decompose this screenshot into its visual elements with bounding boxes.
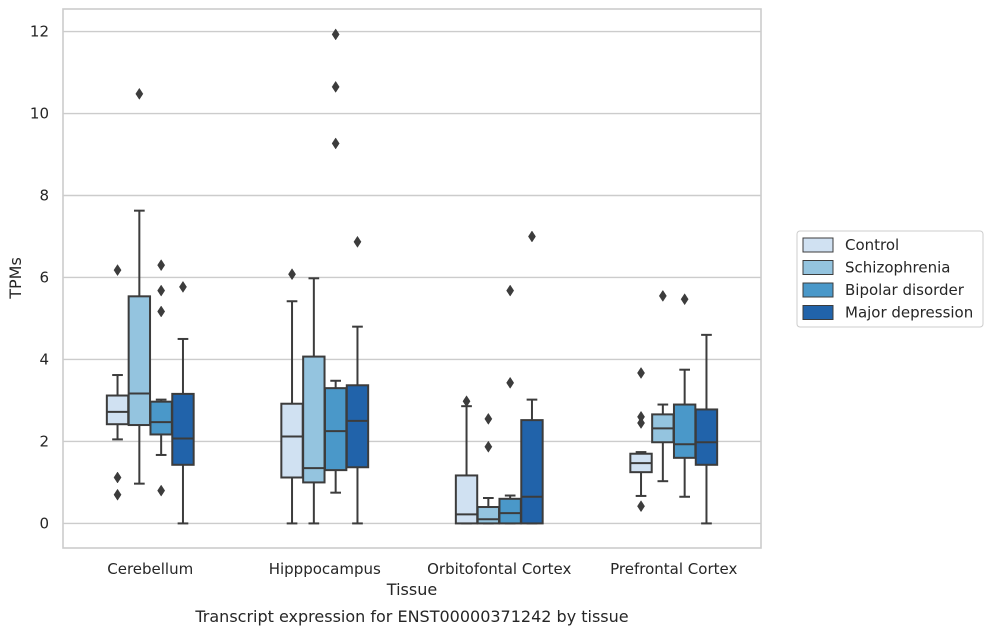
outlier-point (157, 484, 166, 497)
outlier-point (135, 87, 144, 100)
legend-frame (796, 230, 984, 328)
x-axis-label: Tissue (386, 580, 437, 599)
outlier-point (331, 80, 340, 93)
outlier-point (157, 259, 166, 272)
box-group (498, 494, 522, 525)
box (323, 387, 348, 472)
outlier-point (113, 488, 122, 501)
outlier-point (484, 440, 493, 453)
legend: Control Schizophrenia Bipolar disorder Majo… (796, 230, 984, 328)
y-tick-label: 10 (30, 105, 49, 123)
box (280, 402, 304, 479)
outlier-point (680, 293, 689, 306)
box-group (323, 379, 348, 494)
y-tick-label: 4 (39, 350, 49, 368)
box (694, 408, 719, 466)
box (520, 419, 544, 525)
box (302, 355, 326, 484)
box-group (694, 333, 719, 525)
box-group (476, 496, 501, 525)
box (476, 506, 501, 525)
box (127, 295, 152, 427)
x-tick-label: Hipppocampus (269, 560, 381, 578)
legend-swatch (802, 282, 834, 298)
outlier-point (658, 289, 667, 302)
box-group (105, 374, 130, 441)
legend-label: Bipolar disorder (845, 281, 965, 299)
legend-swatch (802, 237, 834, 253)
box (498, 497, 522, 525)
box-group (520, 398, 544, 525)
outlier-point (637, 417, 645, 429)
outlier-point (353, 235, 362, 248)
box (672, 403, 697, 459)
outlier-point (288, 268, 296, 281)
outlier-point (484, 412, 493, 425)
box-group (629, 451, 653, 497)
box-group (454, 405, 479, 525)
box-group (149, 398, 173, 456)
outlier-point (331, 137, 340, 150)
y-tick-label: 2 (39, 432, 49, 450)
outlier-point (528, 230, 536, 243)
outlier-point (113, 264, 122, 277)
box-group (171, 337, 195, 525)
outlier-point (157, 305, 166, 318)
outlier-points (113, 28, 689, 513)
outlier-point (637, 367, 645, 379)
box (105, 394, 130, 426)
legend-swatch (802, 305, 834, 320)
y-tick-label: 0 (39, 514, 49, 532)
x-tick-label: Orbitofontal Cortex (427, 560, 571, 578)
gridlines (63, 30, 761, 525)
box-group (280, 300, 304, 525)
x-tick-labels: Cerebellum Hipppocampus Orbitofontal Corte… (107, 560, 737, 578)
outlier-point (179, 280, 187, 293)
boxes (105, 209, 719, 525)
box-group (302, 277, 326, 525)
y-axis-label: TPMs (6, 257, 25, 300)
y-tick-label: 12 (30, 23, 49, 41)
outlier-point (113, 471, 122, 484)
y-tick-label: 8 (39, 186, 49, 204)
outlier-point (331, 28, 340, 41)
legend-label: Control (845, 236, 899, 254)
legend-label: Major depression (845, 304, 973, 322)
box (454, 474, 479, 525)
box-group (651, 403, 675, 483)
outlier-point (506, 376, 515, 389)
x-tick-label: Cerebellum (107, 560, 193, 578)
box (171, 392, 195, 466)
outlier-point (462, 395, 471, 408)
box (149, 400, 173, 436)
box-group (672, 368, 697, 498)
figure-caption: Transcript expression for ENST0000037124… (194, 607, 628, 626)
y-tick-label: 6 (39, 268, 49, 286)
y-tick-labels: 0 2 4 6 8 10 12 (30, 23, 49, 533)
outlier-point (637, 500, 645, 513)
outlier-point (157, 284, 166, 297)
box (345, 384, 370, 469)
plot-area-frame (62, 8, 762, 549)
box-group (345, 325, 370, 525)
legend-swatch (802, 260, 834, 275)
legend-label: Schizophrenia (845, 259, 950, 277)
outlier-point (637, 410, 645, 423)
box-group (127, 209, 152, 485)
outlier-point (506, 284, 515, 297)
x-tick-label: Prefrontal Cortex (610, 560, 737, 578)
